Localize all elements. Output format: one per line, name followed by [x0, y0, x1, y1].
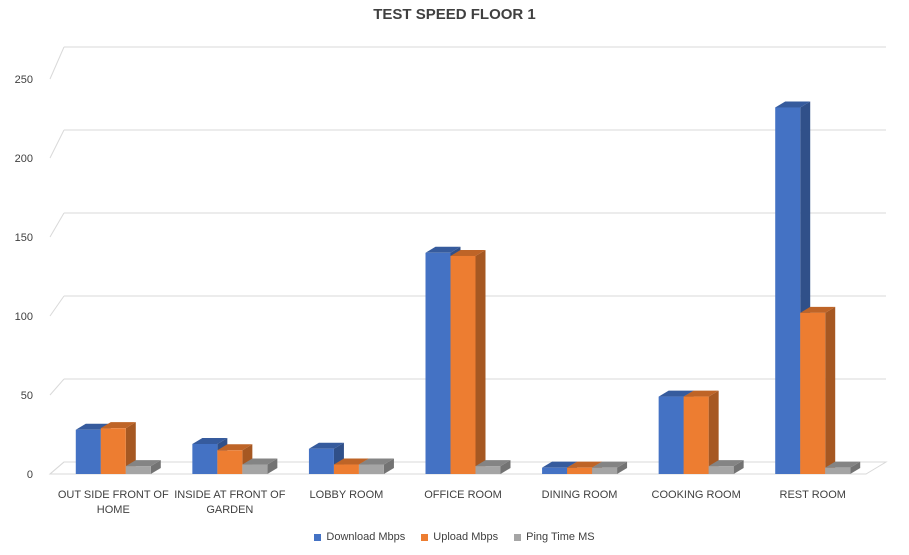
- bar: [592, 467, 618, 474]
- bar-top: [800, 306, 836, 313]
- bar-top: [825, 461, 861, 468]
- bar: [192, 443, 218, 474]
- legend-swatch-upload: [421, 533, 429, 541]
- bar-top: [658, 390, 694, 397]
- bar: [217, 450, 243, 474]
- legend-label-download: Download Mbps: [326, 531, 406, 543]
- bar-top: [542, 461, 578, 468]
- gridline-side: [49, 295, 65, 317]
- bar-top: [683, 390, 719, 397]
- y-tick-label: 100: [15, 311, 33, 323]
- x-tick-label: LOBBY ROOM: [310, 489, 384, 501]
- x-tick-label: DINING ROOM: [542, 489, 618, 501]
- bar: [125, 466, 151, 474]
- x-tick-label: OFFICE ROOM: [424, 489, 502, 501]
- legend-item-ping: Ping Time MS: [514, 531, 595, 543]
- bar-side: [825, 306, 836, 474]
- bar-side: [850, 461, 861, 474]
- x-tick-label: GARDEN: [206, 504, 253, 516]
- bar-side: [475, 249, 486, 474]
- bar-side: [267, 458, 278, 474]
- bar: [475, 466, 501, 474]
- bar: [683, 396, 709, 474]
- bar: [358, 464, 384, 474]
- bar: [708, 466, 734, 474]
- x-tick-label: OUT SIDE FRONT OF: [58, 489, 169, 501]
- x-tick-label: REST ROOM: [780, 489, 846, 501]
- legend-item-upload: Upload Mbps: [421, 531, 498, 543]
- bar-top: [100, 422, 136, 429]
- bar-side: [733, 460, 744, 474]
- bar: [775, 107, 801, 474]
- bar: [800, 312, 826, 474]
- bar-top: [333, 458, 369, 465]
- bar: [658, 396, 684, 474]
- bar-top: [308, 442, 344, 449]
- bar-top: [192, 437, 228, 444]
- bar: [825, 467, 851, 474]
- y-tick-label: 0: [27, 469, 33, 481]
- bar-top: [242, 458, 278, 465]
- legend-swatch-download: [314, 533, 322, 541]
- bar-side: [383, 458, 394, 474]
- bar: [308, 448, 334, 474]
- gridline-side: [49, 46, 65, 80]
- bar-top: [708, 460, 744, 467]
- legend-item-download: Download Mbps: [314, 531, 405, 543]
- gridline-side: [49, 212, 65, 238]
- bar: [333, 464, 359, 474]
- gridline-side: [49, 378, 65, 396]
- bar-top: [217, 444, 253, 451]
- y-tick-label: 250: [15, 74, 33, 86]
- bar-side: [150, 460, 161, 474]
- bar-side: [500, 460, 511, 474]
- bar-top: [450, 249, 486, 256]
- bar: [450, 255, 476, 474]
- bar-top: [358, 458, 394, 465]
- x-tick-label: COOKING ROOM: [652, 489, 741, 501]
- bar-top: [775, 101, 811, 108]
- bar-top: [567, 461, 603, 468]
- bar: [567, 467, 593, 474]
- bar: [542, 467, 568, 474]
- x-tick-label: INSIDE AT FRONT OF: [174, 489, 286, 501]
- gridline-side: [49, 129, 65, 159]
- bar-side: [617, 461, 628, 474]
- bar-side: [125, 422, 136, 474]
- y-tick-label: 200: [15, 153, 33, 165]
- legend: Download Mbps Upload Mbps Ping Time MS: [0, 531, 909, 543]
- bar: [75, 429, 101, 474]
- bar-top: [475, 460, 511, 467]
- x-tick-label: HOME: [97, 504, 130, 516]
- legend-label-ping: Ping Time MS: [526, 531, 595, 543]
- legend-label-upload: Upload Mbps: [433, 531, 499, 543]
- y-tick-label: 50: [21, 390, 33, 402]
- bar: [100, 428, 126, 474]
- bar-side: [708, 390, 719, 474]
- bar: [242, 464, 268, 474]
- bar: [425, 252, 451, 474]
- bar-top: [425, 246, 461, 253]
- y-tick-label: 150: [15, 232, 33, 244]
- bar-top: [125, 460, 161, 467]
- legend-swatch-ping: [514, 533, 522, 541]
- bar-top: [592, 461, 628, 468]
- chart-title: TEST SPEED FLOOR 1: [373, 6, 536, 23]
